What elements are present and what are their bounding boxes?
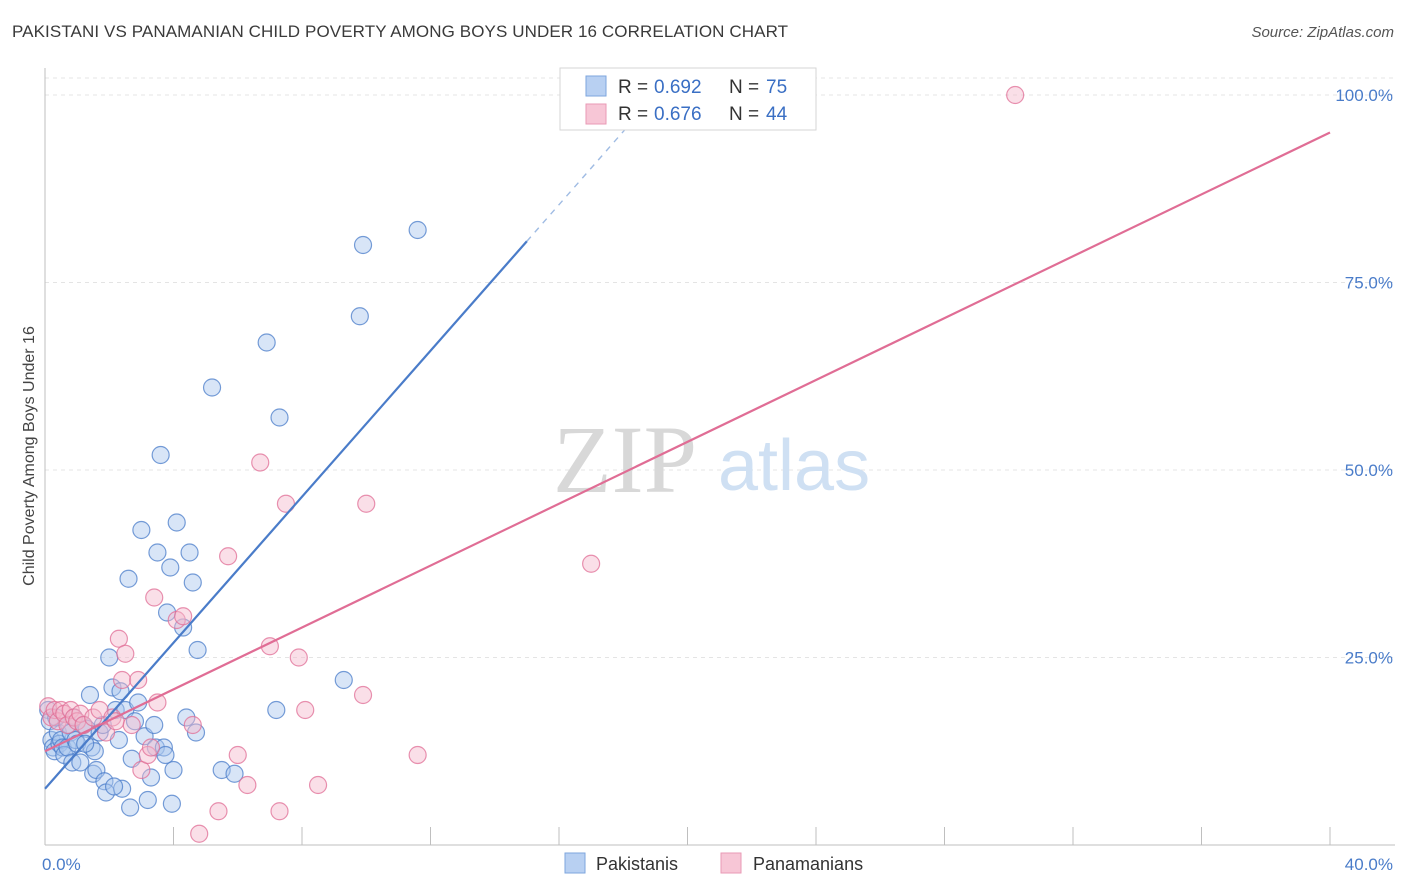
pakistani-point-68 (350, 307, 369, 326)
chart-title: PAKISTANI VS PANAMANIAN CHILD POVERTY AM… (12, 22, 789, 41)
panamanian-point-17 (109, 629, 128, 648)
legend-swatch-panamanians (585, 103, 607, 125)
x-tick-label-1: 40.0% (1345, 855, 1393, 874)
panamanian-point-24 (141, 738, 161, 757)
panamanian-point-37 (270, 802, 289, 821)
pakistani-point-67 (334, 670, 353, 690)
panamanian-point-6 (58, 715, 77, 735)
pakistani-point-51 (161, 558, 180, 577)
panamanian-point-21 (129, 670, 148, 690)
pakistani-point-45 (145, 715, 164, 735)
y-axis-title: Child Poverty Among Boys Under 16 (21, 326, 38, 586)
pakistani-point-66 (270, 408, 289, 427)
pakistani-point-43 (138, 790, 157, 810)
panamanian-point-12 (84, 708, 103, 727)
pakistani-point-48 (151, 445, 170, 465)
watermark: ZIP atlas (553, 406, 870, 513)
panamanian-point-42 (353, 685, 373, 705)
pakistani-point-61 (202, 378, 222, 397)
panamanian-point-31 (209, 802, 228, 821)
pakistani-point-54 (167, 513, 186, 532)
panamanian-point-46 (1006, 85, 1025, 105)
legend-r-value-1: 0.692 (654, 77, 702, 98)
pakistani-point-69 (353, 235, 373, 255)
panamanian-point-45 (582, 554, 601, 573)
panamanian-point-39 (289, 648, 308, 667)
legend-n-label-1: N = (729, 77, 759, 98)
pakistani-point-56 (177, 708, 196, 727)
legend-n-label-2: N = (729, 104, 759, 125)
bottom-legend-panamanians: Panamanians (753, 854, 863, 874)
panamanian-point-44 (408, 745, 427, 765)
pakistani-point-33 (111, 682, 130, 701)
legend-swatch-pakistanis (585, 75, 607, 97)
panamanian-point-40 (296, 700, 315, 720)
legend-r-value-2: 0.676 (654, 104, 702, 125)
pakistani-point-23 (85, 742, 104, 761)
pakistani-point-53 (164, 760, 183, 780)
panamanian-point-30 (190, 824, 209, 843)
pakistani-point-52 (162, 794, 181, 813)
panamanian-point-32 (219, 547, 238, 566)
y-tick-label-0: 25.0% (1345, 649, 1393, 668)
source-label: Source: ZipAtlas.com (1251, 24, 1394, 41)
pakistani-point-20 (80, 685, 100, 705)
watermark-atlas: atlas (718, 426, 870, 506)
bottom-legend-swatch-pakistanis (564, 852, 586, 874)
legend-r-label-1: R = (618, 77, 648, 98)
legend-r-label-2: R = (618, 104, 648, 125)
bottom-legend-pakistanis: Pakistanis (596, 854, 678, 874)
panamanian-point-19 (116, 644, 135, 663)
panamanian-point-2 (45, 700, 64, 720)
pakistani-point-47 (148, 543, 167, 562)
pakistani-point-49 (154, 738, 173, 757)
pakistani-point-17 (71, 753, 90, 772)
pakistani-point-65 (267, 700, 286, 720)
legend-n-value-2: 44 (766, 104, 788, 125)
top-legend: R = 0.692 N = 75 R = 0.676 N = 44 (559, 67, 817, 131)
panamanian-point-33 (228, 745, 247, 765)
panamanian-point-25 (145, 588, 164, 607)
x-tick-label-0: 0.0% (42, 855, 81, 874)
trend-lines (44, 94, 1331, 790)
pakistani-point-44 (141, 768, 161, 787)
panamanian-point-20 (122, 715, 141, 735)
y-tick-label-1: 50.0% (1345, 461, 1393, 480)
tick-labels: 25.0% 50.0% 75.0% 100.0% 0.0% 40.0% (42, 86, 1393, 874)
pakistani-point-36 (119, 569, 138, 588)
panamanian-point-29 (183, 715, 202, 735)
pakistanis-trend-line (44, 240, 528, 790)
panamanian-point-41 (308, 775, 328, 795)
legend-n-value-1: 75 (766, 77, 787, 98)
panamanians-trend-line (44, 131, 1331, 753)
pakistani-point-70 (408, 220, 427, 240)
pakistani-point-58 (183, 573, 202, 592)
bottom-legend-swatch-panamanians (720, 852, 742, 874)
panamanian-point-34 (238, 775, 257, 795)
pakistani-point-64 (257, 333, 276, 352)
y-tick-label-2: 75.0% (1345, 274, 1393, 293)
panamanians-points (39, 85, 1025, 843)
pakistani-point-57 (180, 543, 199, 562)
panamanian-point-18 (112, 670, 132, 690)
axes (44, 68, 1395, 846)
pakistani-point-60 (188, 640, 207, 660)
pakistani-point-73 (104, 777, 124, 796)
bottom-legend: Pakistanis Panamanians (564, 852, 863, 874)
panamanian-point-43 (357, 494, 376, 513)
panamanian-point-35 (251, 453, 270, 472)
pakistani-point-37 (121, 798, 140, 817)
panamanian-point-28 (174, 607, 193, 626)
pakistani-point-27 (95, 772, 114, 791)
pakistani-point-29 (100, 648, 119, 667)
y-tick-label-3: 100.0% (1335, 86, 1393, 105)
pakistani-point-41 (132, 520, 151, 540)
gridlines (45, 77, 1395, 658)
pakistani-point-74 (156, 745, 175, 765)
pakistani-point-63 (225, 764, 244, 783)
panamanian-point-22 (132, 760, 151, 780)
pakistanis-trend-extension (526, 94, 656, 242)
